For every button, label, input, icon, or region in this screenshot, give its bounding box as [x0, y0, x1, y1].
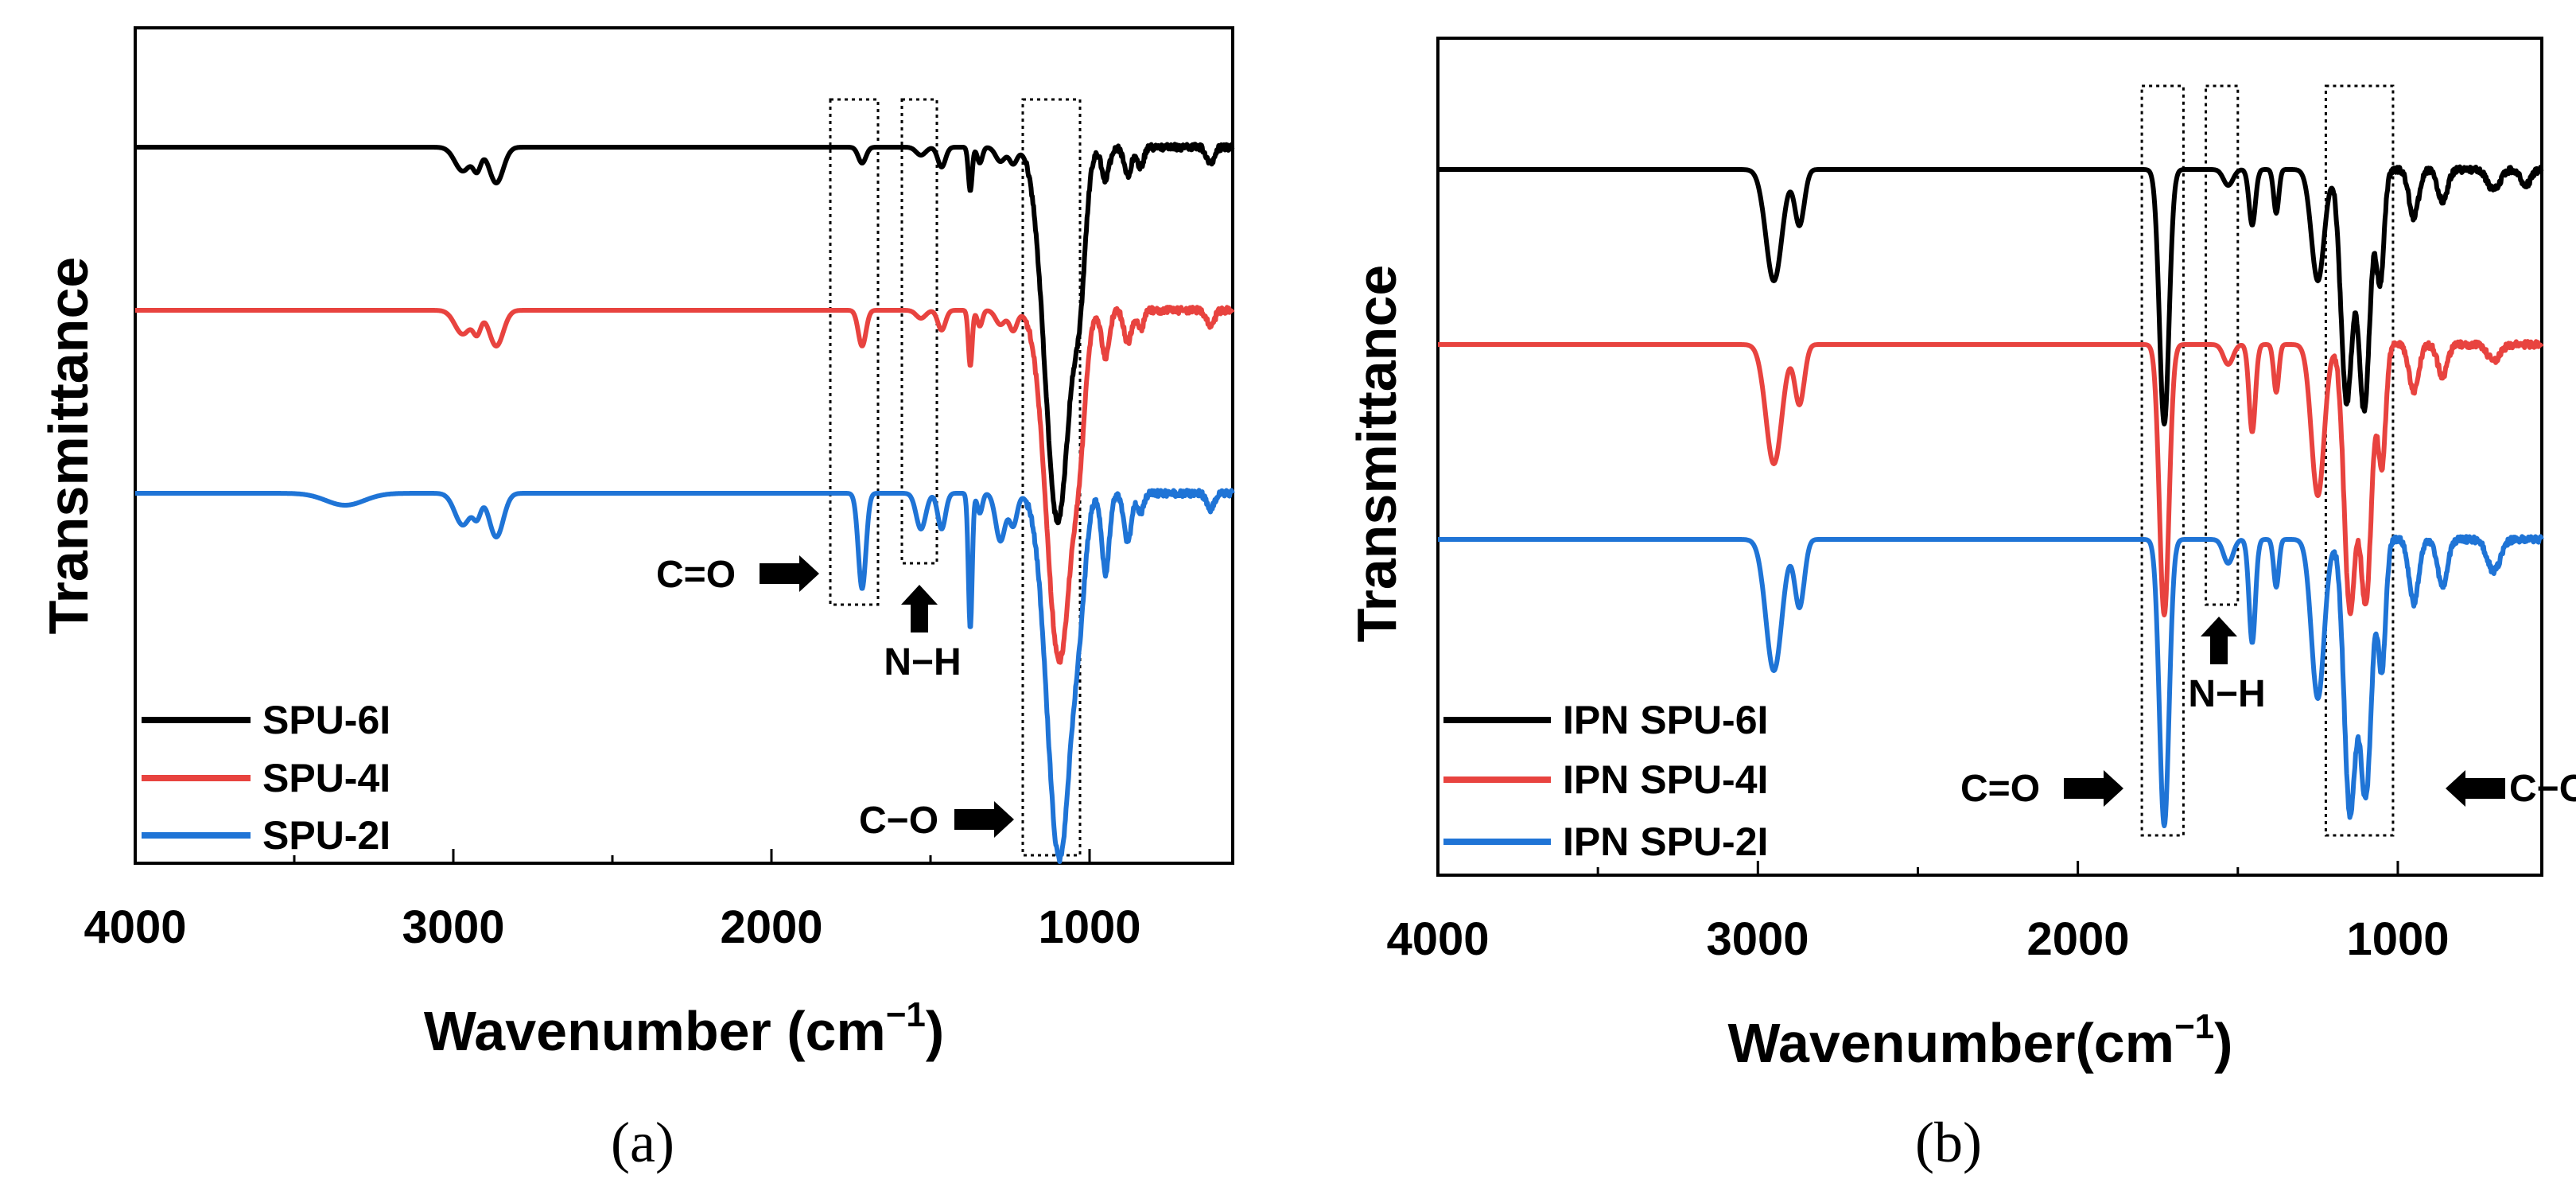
legend-label: IPN SPU-4I [1563, 757, 1768, 802]
panel-b-chart: 4000 3000 2000 1000 Wavenumber(cm−1) Tra… [1346, 37, 2576, 1174]
series-line-ipn-spu-4i [1436, 339, 2544, 617]
highlight-box [2205, 84, 2240, 606]
panel-b-tick-label-1000: 1000 [2346, 913, 2449, 965]
co-annotation-label: C=O [656, 554, 736, 596]
panel-a-plot-frame [134, 26, 1234, 865]
panel-b-x-ticks [1436, 861, 2399, 875]
highlight-box [1021, 98, 1082, 857]
nh-annotation-label: N−H [884, 641, 961, 683]
panel-a-legend: SPU-6I SPU-4I SPU-2I [142, 698, 390, 858]
panel-b-label: (b) [1915, 1111, 1982, 1174]
highlight-box [2140, 84, 2185, 837]
nh-annotation-label: N−H [2188, 673, 2265, 715]
right-arrow-icon [760, 555, 819, 592]
panel-b-plot-frame [1436, 37, 2543, 877]
panel-b-annotations: C=O N−H C−O [1960, 617, 2576, 810]
panel-a-label: (a) [611, 1111, 674, 1174]
legend-label: SPU-2I [262, 813, 390, 858]
panel-a-x-ticks [134, 849, 1091, 863]
panel-b-legend: IPN SPU-6I IPN SPU-4I IPN SPU-2I [1443, 698, 1768, 864]
right-arrow-icon [954, 801, 1014, 838]
panel-b-tick-label-3000: 3000 [1706, 913, 1809, 965]
up-arrow-icon [901, 585, 938, 632]
c-o-annotation-label: C−O [859, 800, 938, 842]
panel-b-tick-label-2000: 2000 [2026, 913, 2129, 965]
series-line-ipn-spu-6i [1436, 164, 2544, 426]
panel-a-chart: 4000 3000 2000 1000 Wavenumber (cm−1) Tr… [37, 26, 1235, 1174]
legend-label: SPU-4I [262, 756, 390, 800]
panel-a-series-lines [133, 142, 1235, 864]
panel-b-x-axis-title: Wavenumber(cm−1) [1728, 1007, 2233, 1074]
series-line-spu-6i [133, 142, 1235, 526]
panel-b-series-lines [1436, 164, 2544, 828]
c-o-annotation-label: C−O [2509, 768, 2576, 810]
highlight-box [829, 98, 880, 606]
panel-a-tick-label-4000: 4000 [84, 901, 186, 953]
panel-b-highlight-boxes [2140, 84, 2395, 837]
legend-label: IPN SPU-2I [1563, 819, 1768, 864]
left-arrow-icon [2446, 770, 2505, 807]
right-arrow-icon [2064, 770, 2123, 807]
series-line-spu-2i [133, 488, 1235, 864]
co-annotation-label: C=O [1960, 768, 2040, 810]
panel-a-y-axis-title: Transmittance [37, 257, 99, 635]
series-line-ipn-spu-2i [1436, 534, 2544, 828]
panel-a-highlight-boxes [829, 98, 1082, 857]
panel-b-tick-label-4000: 4000 [1386, 913, 1489, 965]
panel-a-x-axis-title: Wavenumber (cm−1) [424, 995, 944, 1062]
panel-a-annotations: C=O N−H C−O [656, 554, 1014, 842]
highlight-box [900, 98, 938, 565]
panel-b-y-axis-title: Transmittance [1346, 265, 1408, 643]
panel-a-tick-label-3000: 3000 [402, 901, 504, 953]
legend-label: SPU-6I [262, 698, 390, 742]
legend-label: IPN SPU-6I [1563, 698, 1768, 742]
series-line-spu-4i [133, 305, 1235, 665]
panel-a-tick-label-1000: 1000 [1038, 901, 1140, 953]
panel-a-tick-label-2000: 2000 [720, 901, 822, 953]
up-arrow-icon [2201, 617, 2237, 664]
